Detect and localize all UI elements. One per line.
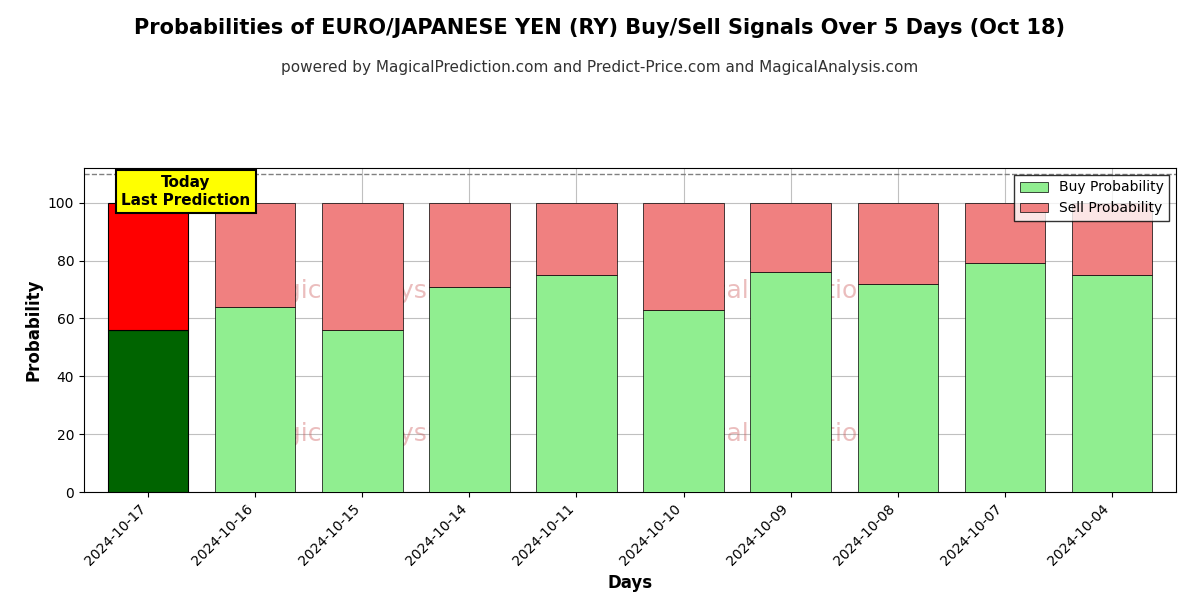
Bar xyxy=(750,272,830,492)
Bar xyxy=(965,263,1045,492)
Text: powered by MagicalPrediction.com and Predict-Price.com and MagicalAnalysis.com: powered by MagicalPrediction.com and Pre… xyxy=(281,60,919,75)
Bar xyxy=(858,203,937,284)
Bar xyxy=(430,287,510,492)
Bar xyxy=(536,275,617,492)
Bar xyxy=(1072,203,1152,275)
Bar xyxy=(536,203,617,275)
Bar xyxy=(108,203,188,330)
Bar xyxy=(215,203,295,307)
X-axis label: Days: Days xyxy=(607,574,653,592)
Bar xyxy=(643,203,724,310)
Bar xyxy=(858,284,937,492)
Text: Today
Last Prediction: Today Last Prediction xyxy=(121,175,251,208)
Bar xyxy=(1072,275,1152,492)
Y-axis label: Probability: Probability xyxy=(24,279,42,381)
Text: MagicalAnalysis.com: MagicalAnalysis.com xyxy=(248,422,509,446)
Bar xyxy=(323,330,402,492)
Legend: Buy Probability, Sell Probability: Buy Probability, Sell Probability xyxy=(1014,175,1169,221)
Bar xyxy=(965,203,1045,263)
Bar xyxy=(750,203,830,272)
Bar xyxy=(323,203,402,330)
Bar xyxy=(215,307,295,492)
Bar xyxy=(643,310,724,492)
Text: MagicalPrediction.com: MagicalPrediction.com xyxy=(653,422,935,446)
Text: Probabilities of EURO/JAPANESE YEN (RY) Buy/Sell Signals Over 5 Days (Oct 18): Probabilities of EURO/JAPANESE YEN (RY) … xyxy=(134,18,1066,38)
Bar xyxy=(430,203,510,287)
Text: MagicalAnalysis.com: MagicalAnalysis.com xyxy=(248,279,509,303)
Text: MagicalPrediction.com: MagicalPrediction.com xyxy=(653,279,935,303)
Bar xyxy=(108,330,188,492)
